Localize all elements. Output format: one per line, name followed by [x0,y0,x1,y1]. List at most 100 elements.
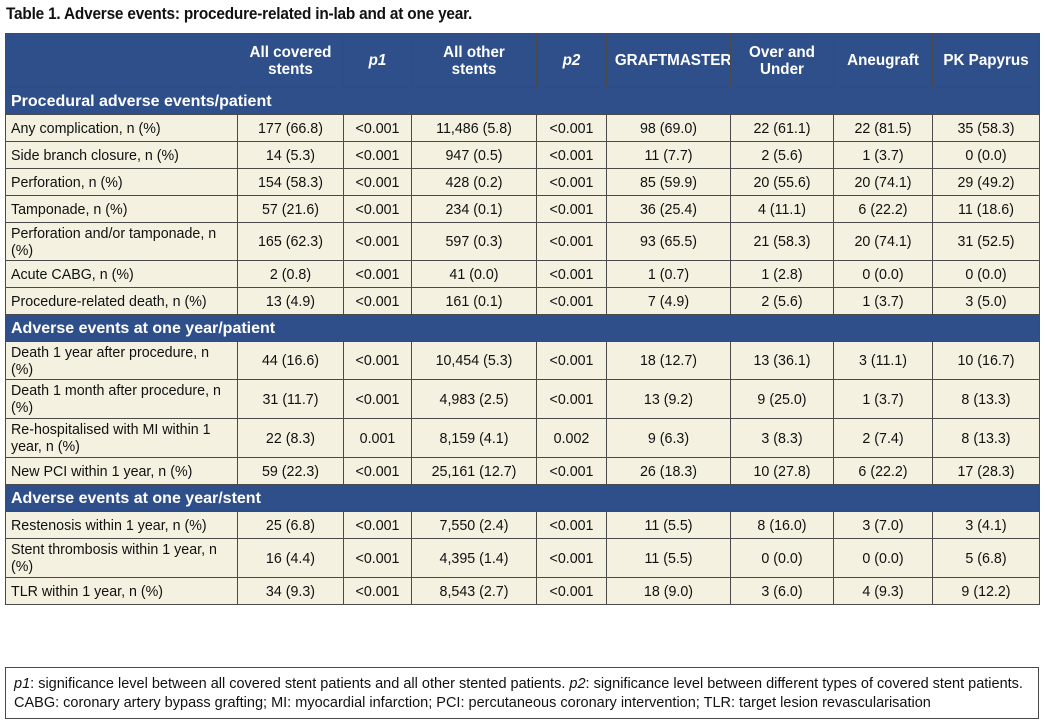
data-cell: <0.001 [536,577,607,605]
data-cell: <0.001 [343,195,412,223]
data-cell: 3 (11.1) [833,341,933,380]
row-label-cell: Tamponade, n (%) [5,195,238,223]
table-row: Death 1 year after procedure, n (%) 44 (1… [5,341,1040,380]
header-p1: p1 [343,33,412,88]
data-cell: 18 (9.0) [606,577,731,605]
data-cell: 13 (36.1) [730,341,834,380]
data-cell: 2 (0.8) [237,260,344,288]
data-cell: 2 (7.4) [833,418,933,458]
section-header-row: Adverse events at one year/patient [5,314,1040,342]
data-cell: 1 (2.8) [730,260,834,288]
data-cell: 1 (3.7) [833,287,933,315]
data-cell: 10,454 (5.3) [411,341,537,380]
data-cell: 25,161 (12.7) [411,457,537,485]
table-row: Perforation and/or tamponade, n (%) 165 (… [5,222,1040,261]
data-cell: 165 (62.3) [237,222,344,261]
data-cell: 93 (65.5) [606,222,731,261]
data-cell: <0.001 [343,341,412,380]
data-cell: <0.001 [343,114,412,142]
data-cell: 597 (0.3) [411,222,537,261]
table-row: Any complication, n (%) 177 (66.8) <0.001 1… [5,114,1040,142]
data-cell: 22 (61.1) [730,114,834,142]
data-cell: 85 (59.9) [606,168,731,196]
data-cell: 57 (21.6) [237,195,344,223]
table-row: New PCI within 1 year, n (%) 59 (22.3) <0.… [5,457,1040,485]
row-label-cell: Re-hospitalised with MI within 1 year, n… [5,418,238,458]
data-cell: <0.001 [536,287,607,315]
footnote-p1-label: p1 [14,676,31,692]
data-cell: 31 (11.7) [237,379,344,419]
data-cell: 8 (13.3) [932,418,1040,458]
data-cell: 22 (81.5) [833,114,933,142]
row-label-cell: Any complication, n (%) [5,114,238,142]
data-cell: 9 (25.0) [730,379,834,419]
section-title: Procedural adverse events/patient [5,87,1040,115]
table-row: Procedure-related death, n (%) 13 (4.9) <0… [5,287,1040,315]
table-row: Tamponade, n (%) 57 (21.6) <0.001 234 (0.1)… [5,195,1040,223]
footnote-p2-text: : significance level between different t… [14,676,1023,711]
data-cell: 21 (58.3) [730,222,834,261]
data-cell: 34 (9.3) [237,577,344,605]
data-cell: 13 (9.2) [606,379,731,419]
data-cell: 4 (11.1) [730,195,834,223]
row-label-cell: Side branch closure, n (%) [5,141,238,169]
data-cell: 2 (5.6) [730,287,834,315]
data-cell: 3 (4.1) [932,511,1040,539]
data-cell: <0.001 [536,195,607,223]
data-cell: 3 (8.3) [730,418,834,458]
row-label-cell: Acute CABG, n (%) [5,260,238,288]
row-label-cell: TLR within 1 year, n (%) [5,577,238,605]
data-cell: 177 (66.8) [237,114,344,142]
data-cell: 4 (9.3) [833,577,933,605]
data-cell: <0.001 [536,114,607,142]
data-cell: 8,159 (4.1) [411,418,537,458]
data-cell: 1 (0.7) [606,260,731,288]
data-cell: 3 (5.0) [932,287,1040,315]
data-cell: 0 (0.0) [932,260,1040,288]
data-cell: 7 (4.9) [606,287,731,315]
data-cell: 6 (22.2) [833,195,933,223]
data-cell: <0.001 [343,168,412,196]
data-cell: 0 (0.0) [833,538,933,578]
data-cell: <0.001 [536,341,607,380]
data-cell: 9 (6.3) [606,418,731,458]
row-label-cell: New PCI within 1 year, n (%) [5,457,238,485]
data-cell: 59 (22.3) [237,457,344,485]
data-cell: 9 (12.2) [932,577,1040,605]
data-cell: <0.001 [536,260,607,288]
data-cell: <0.001 [343,141,412,169]
data-cell: 161 (0.1) [411,287,537,315]
section-header-row: Procedural adverse events/patient [5,87,1040,115]
data-cell: 0.001 [343,418,412,458]
data-cell: 31 (52.5) [932,222,1040,261]
table-row: Re-hospitalised with MI within 1 year, n… [5,418,1040,458]
header-all-covered-stents: All covered stents [237,33,344,88]
data-cell: 20 (74.1) [833,168,933,196]
table-row: Perforation, n (%) 154 (58.3) <0.001 428 (0… [5,168,1040,196]
header-cell-blank [5,33,238,88]
section-title: Adverse events at one year/patient [5,314,1040,342]
data-cell: 7,550 (2.4) [411,511,537,539]
data-cell: 8 (16.0) [730,511,834,539]
row-label-cell: Perforation, n (%) [5,168,238,196]
data-cell: <0.001 [536,222,607,261]
section-title: Adverse events at one year/stent [5,484,1040,512]
table-caption: Table 1. Adverse events: procedure-relat… [6,5,473,23]
data-cell: <0.001 [343,287,412,315]
footnote-p2-label: p2 [569,676,586,692]
data-cell: 11 (18.6) [932,195,1040,223]
data-cell: 8 (13.3) [932,379,1040,419]
data-cell: 4,395 (1.4) [411,538,537,578]
footnote-p1-text: : significance level between all covered… [30,676,570,692]
row-label-cell: Death 1 year after procedure, n (%) [5,341,238,380]
row-label-cell: Procedure-related death, n (%) [5,287,238,315]
data-cell: <0.001 [536,538,607,578]
data-cell: 1 (3.7) [833,141,933,169]
data-cell: 0 (0.0) [833,260,933,288]
data-cell: 0 (0.0) [932,141,1040,169]
data-cell: 1 (3.7) [833,379,933,419]
table-row: Side branch closure, n (%) 14 (5.3) <0.001… [5,141,1040,169]
data-cell: 35 (58.3) [932,114,1040,142]
data-cell: 22 (8.3) [237,418,344,458]
header-over-and-under: Over and Under [730,33,834,88]
